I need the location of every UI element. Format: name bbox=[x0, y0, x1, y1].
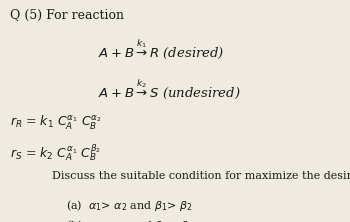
Text: Q (5) For reaction: Q (5) For reaction bbox=[10, 9, 125, 22]
Text: $r_R$ = $k_1\ C_A^{\alpha_1}\ C_B^{\alpha_2}$: $r_R$ = $k_1\ C_A^{\alpha_1}\ C_B^{\alph… bbox=[10, 113, 102, 132]
Text: (b)  $\alpha_1$> $\alpha_2$ and $\beta_1$< $\beta_2$: (b) $\alpha_1$> $\alpha_2$ and $\beta_1$… bbox=[66, 218, 194, 222]
Text: $r_S$ = $k_2\ C_A^{\alpha_1}\ C_B^{\beta_2}$: $r_S$ = $k_2\ C_A^{\alpha_1}\ C_B^{\beta… bbox=[10, 142, 102, 163]
Text: $A + B \overset{k_1}{\rightarrow} R$ (desired): $A + B \overset{k_1}{\rightarrow} R$ (de… bbox=[98, 38, 225, 62]
Text: Discuss the suitable condition for maximize the desired product if: Discuss the suitable condition for maxim… bbox=[52, 171, 350, 181]
Text: (a)  $\alpha_1$> $\alpha_2$ and $\beta_1$> $\beta_2$: (a) $\alpha_1$> $\alpha_2$ and $\beta_1$… bbox=[66, 198, 193, 213]
Text: $A + B \overset{k_2}{\rightarrow} S$ (undesired): $A + B \overset{k_2}{\rightarrow} S$ (un… bbox=[98, 78, 241, 102]
